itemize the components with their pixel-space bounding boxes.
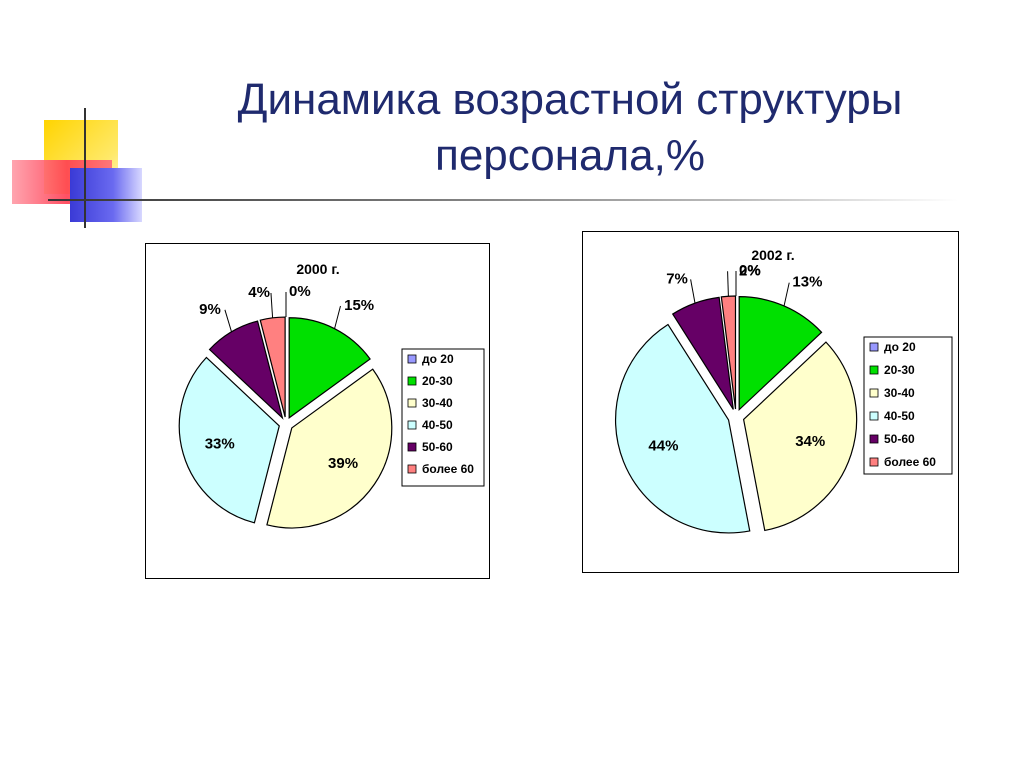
- legend-label-более-60: более 60: [884, 455, 936, 469]
- legend-swatch-до-20: [869, 342, 879, 352]
- legend-swatch-до-20: [407, 354, 417, 364]
- legend-swatch-30-40: [869, 388, 879, 398]
- pie-slice-30-40: [742, 341, 858, 532]
- legend-swatch-более-60: [407, 464, 417, 474]
- pie-slice-более-60: [259, 316, 286, 418]
- data-label-40-50: 44%: [648, 438, 678, 455]
- leader-line-20-30: [783, 282, 790, 307]
- data-label-50-60: 9%: [199, 301, 221, 318]
- legend-box: [401, 348, 485, 487]
- slide-title-line-1: Динамика возрастной структуры: [237, 75, 903, 124]
- data-label-50-60: 7%: [666, 270, 688, 287]
- pie-slice-30-40: [266, 368, 393, 529]
- leader-line-50-60: [224, 309, 233, 333]
- pie-slice-50-60: [208, 320, 284, 420]
- data-label-более-60: 4%: [248, 284, 270, 301]
- legend-swatch-20-30: [869, 365, 879, 375]
- pie-slice-50-60: [671, 296, 734, 410]
- legend-label-30-40: 30-40: [884, 386, 915, 400]
- slide-title-line-2: персонала,%: [435, 131, 705, 180]
- legend-label-до-20: до 20: [884, 340, 916, 354]
- chart-2002: 2002 г. 0% 13% 34% 44% 7% 2% до 20 20-30 30-40 40-…: [582, 231, 959, 573]
- legend-swatch-40-50: [407, 420, 417, 430]
- data-label-40-50: 33%: [205, 435, 235, 452]
- legend-label-20-30: 20-30: [884, 363, 915, 377]
- decor-blue-square: [70, 168, 142, 222]
- legend-label-50-60: 50-60: [884, 432, 915, 446]
- pie-slice-40-50: [614, 323, 751, 534]
- legend-label-20-30: 20-30: [422, 374, 453, 388]
- legend-label-30-40: 30-40: [422, 396, 453, 410]
- data-label-30-40: 39%: [328, 455, 358, 472]
- leader-line-более-60: [727, 271, 729, 297]
- leader-line-более-60: [270, 292, 274, 318]
- legend-swatch-20-30: [407, 376, 417, 386]
- slide-title: Динамика возрастной структуры персонала,…: [160, 72, 980, 184]
- legend-label-до-20: до 20: [422, 352, 454, 366]
- chart-title: 2000 г.: [296, 261, 339, 277]
- legend-label-50-60: 50-60: [422, 440, 453, 454]
- data-label-более-60: 2%: [739, 262, 761, 279]
- pie-slice-40-50: [178, 356, 280, 524]
- legend-swatch-50-60: [869, 434, 879, 444]
- data-label-до-20: 0%: [739, 262, 761, 279]
- data-label-до-20: 0%: [289, 283, 311, 300]
- legend-swatch-30-40: [407, 398, 417, 408]
- pie-slice-20-30: [738, 296, 823, 412]
- data-label-20-30: 13%: [792, 274, 822, 291]
- pie-chart-svg: 2002 г.0% 13% 34% 44% 7% 2% до 20 20-30 30-40 40-…: [614, 247, 953, 534]
- legend-swatch-50-60: [407, 442, 417, 452]
- pie-chart-svg: 2000 г. 0% 15% 39% 33% 9% 4% до 20 20-30 30-40 40-…: [178, 261, 485, 529]
- legend-box: [863, 336, 953, 475]
- chart-title: 2002 г.: [751, 247, 794, 263]
- legend-swatch-40-50: [869, 411, 879, 421]
- leader-line-50-60: [690, 279, 696, 304]
- chart-2000: 2000 г. 0% 15% 39% 33% 9% 4% до 20 20-30 30-40 40-…: [145, 243, 490, 579]
- legend-label-40-50: 40-50: [884, 409, 915, 423]
- data-label-30-40: 34%: [795, 433, 825, 450]
- data-label-20-30: 15%: [344, 297, 374, 314]
- legend-label-40-50: 40-50: [422, 418, 453, 432]
- legend-label-более-60: более 60: [422, 462, 474, 476]
- decor-vertical-line: [84, 108, 86, 228]
- leader-line-20-30: [334, 305, 341, 329]
- decor-horizontal-line: [48, 199, 958, 201]
- legend-swatch-более-60: [869, 457, 879, 467]
